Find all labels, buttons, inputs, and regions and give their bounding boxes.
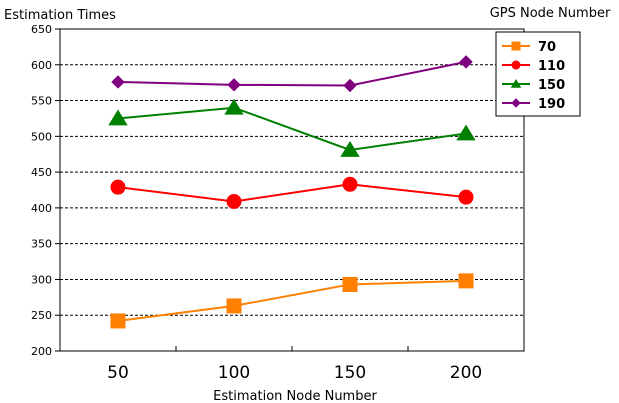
series-line xyxy=(117,106,467,151)
y-tick-label: 500 xyxy=(31,130,52,143)
data-point-circle xyxy=(110,179,126,195)
data-point-diamond xyxy=(459,55,473,69)
data-point-circle xyxy=(226,193,242,209)
x-tick-label: 100 xyxy=(218,363,250,383)
series-group xyxy=(108,55,476,329)
data-point-square xyxy=(458,273,474,289)
plot-area xyxy=(59,28,525,352)
legend-title: GPS Node Number xyxy=(490,6,611,21)
data-point-square xyxy=(342,276,358,292)
series-150 xyxy=(108,98,476,157)
legend: 70 110 150 190 xyxy=(495,31,581,117)
data-point-diamond xyxy=(227,78,241,92)
data-point-triangle xyxy=(340,140,360,157)
series-line xyxy=(117,183,467,203)
data-point-diamond xyxy=(511,98,521,108)
x-axis-title: Estimation Node Number xyxy=(213,389,377,403)
data-point-triangle xyxy=(456,124,476,141)
x-tick-label: 200 xyxy=(450,363,482,383)
legend-item-110: 110 xyxy=(502,59,565,74)
x-tick-label: 50 xyxy=(107,363,129,383)
data-point-square xyxy=(110,313,126,329)
y-tick-label: 200 xyxy=(31,345,52,358)
y-tick-label: 600 xyxy=(31,59,52,72)
series-190 xyxy=(111,55,473,93)
data-point-diamond xyxy=(343,78,357,93)
series-line xyxy=(117,279,467,322)
data-point-square xyxy=(511,41,521,51)
y-axis-title: Estimation Times xyxy=(4,8,116,23)
y-tick-label: 650 xyxy=(31,23,52,36)
y-tick-label: 550 xyxy=(31,95,52,108)
y-tick-label: 250 xyxy=(31,309,52,322)
data-point-triangle xyxy=(510,79,522,88)
legend-item-150: 150 xyxy=(502,78,565,93)
y-tick-label: 450 xyxy=(31,166,52,179)
y-tick-label: 350 xyxy=(31,238,52,251)
data-point-circle xyxy=(458,189,474,205)
data-point-triangle xyxy=(224,98,244,115)
y-tick-label: 400 xyxy=(31,202,52,215)
data-point-triangle xyxy=(108,109,128,126)
data-point-circle xyxy=(342,176,358,192)
data-point-circle xyxy=(511,60,521,70)
legend-label: 110 xyxy=(538,59,565,74)
legend-label: 150 xyxy=(538,78,565,93)
y-axis-ticks: 200 250 300 350 400 450 500 550 600 650 xyxy=(31,23,60,358)
gridlines xyxy=(60,64,524,316)
y-tick-label: 300 xyxy=(31,273,52,286)
legend-label: 70 xyxy=(538,40,556,55)
legend-item-190: 190 xyxy=(502,97,565,112)
data-point-diamond xyxy=(111,75,125,89)
legend-label: 190 xyxy=(538,97,565,112)
x-axis-ticks: 50 100 150 200 xyxy=(107,346,482,383)
series-110 xyxy=(110,176,474,209)
legend-item-70: 70 xyxy=(502,40,556,55)
series-line xyxy=(117,60,467,87)
data-point-square xyxy=(226,298,242,314)
x-tick-label: 150 xyxy=(334,363,366,383)
series-70 xyxy=(110,273,474,329)
